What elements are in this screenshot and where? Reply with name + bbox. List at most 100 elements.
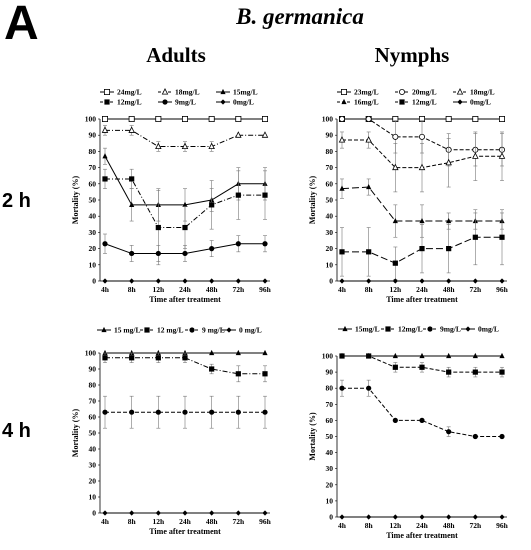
y-tick-label: 70 [89,163,97,172]
y-tick-label: 80 [326,384,334,393]
legend: 24mg/L 18mg/L 15mg/L 12mg/L 9mg/L 0mg/L [100,88,258,107]
y-tick-label: 50 [89,196,97,205]
y-tick-label: 50 [89,429,97,438]
legend-label: 0mg/L [233,98,254,107]
x-axis-label: Time after treatment [149,295,221,304]
legend-marker [342,325,348,332]
data-point [208,116,215,123]
series-2 [101,125,269,152]
legend-marker [144,327,150,333]
data-point [419,352,425,359]
y-tick-label: 80 [326,147,334,156]
data-point [262,241,268,247]
data-point [262,192,268,198]
data-point [262,371,268,377]
data-point [472,433,478,440]
legend: 15mg/L 12mg/L 9mg/L 0mg/L [338,325,499,334]
data-point [418,163,426,171]
series-6 [102,278,268,284]
y-tick-label: 60 [89,179,97,188]
legend-marker [162,99,168,105]
x-tick-label: 4h [101,517,110,526]
data-point [129,349,135,356]
x-tick-label: 24h [416,285,429,294]
y-tick-label: 40 [326,448,334,457]
x-tick-label: 72h [232,285,245,294]
data-point [366,183,372,190]
data-point [499,352,505,359]
legend-label: 0 mg/L [239,326,262,335]
x-tick-label: 4h [338,521,347,530]
data-point [155,142,162,150]
column-title-nymphs: Nymphs [374,43,450,67]
legend-marker [161,88,169,95]
y-tick-label: 90 [89,131,97,140]
legend-marker [398,89,405,96]
series-1 [339,352,505,359]
row-label-4h: 4 h [2,420,31,442]
x-tick-label: 24h [416,521,429,530]
legend-label: 9mg/L [175,98,196,107]
data-point [445,116,452,123]
y-tick-label: 10 [326,496,334,505]
series-2 [102,352,268,383]
data-point [102,349,108,356]
x-tick-label: 48h [443,521,456,530]
chart-2: 0 10 20 30 40 50 60 70 80 90 100 4h 8h 12h 24h 48h 72h 96… [308,88,509,304]
data-point [261,116,268,123]
data-point [366,249,372,255]
series-6 [339,278,505,284]
y-tick-label: 80 [89,147,97,156]
data-point [419,246,425,252]
legend-label: 9mg/L [440,325,461,334]
x-tick-label: 72h [232,517,245,526]
x-tick-label: 8h [365,285,374,294]
data-point [392,163,399,171]
x-tick-label: 96h [259,285,272,294]
data-point [392,260,398,266]
data-point [182,201,188,207]
x-axis-label: Time after treatment [386,295,458,304]
data-point [419,417,425,423]
data-point [235,278,241,284]
data-point [102,409,108,415]
data-point [446,246,452,252]
data-point [498,116,505,123]
legend-label: 20mg/L [412,88,437,97]
legend-marker [104,89,111,96]
data-point [472,116,479,123]
data-point [155,355,161,361]
series-line [342,387,502,437]
data-point [235,349,241,356]
legend-label: 12mg/L [398,325,423,334]
y-tick-label: 60 [326,416,334,425]
data-point [472,369,478,375]
x-tick-label: 12h [389,521,402,530]
legend-label: 15mg/L [355,325,380,334]
y-tick-label: 0 [329,513,333,522]
data-point [392,217,398,224]
data-point [339,514,345,520]
legend-marker [465,326,471,332]
data-point [155,224,161,231]
y-tick-label: 40 [89,445,97,454]
data-point [339,353,345,359]
data-point [129,355,135,361]
y-tick-label: 0 [92,277,96,286]
legend-label: 15 mg/L [114,326,140,335]
series-2 [339,353,505,378]
data-point [445,158,452,166]
data-point [472,152,479,159]
y-tick-label: 20 [326,244,334,253]
data-point [102,153,108,159]
data-point [472,514,478,520]
legend-marker [220,99,226,105]
y-tick-label: 50 [326,432,334,441]
data-point [155,116,162,123]
x-tick-label: 12h [389,285,402,294]
data-point [262,278,268,284]
x-axis-label: Time after treatment [149,527,221,536]
data-point [366,514,372,520]
legend-marker [220,88,226,95]
